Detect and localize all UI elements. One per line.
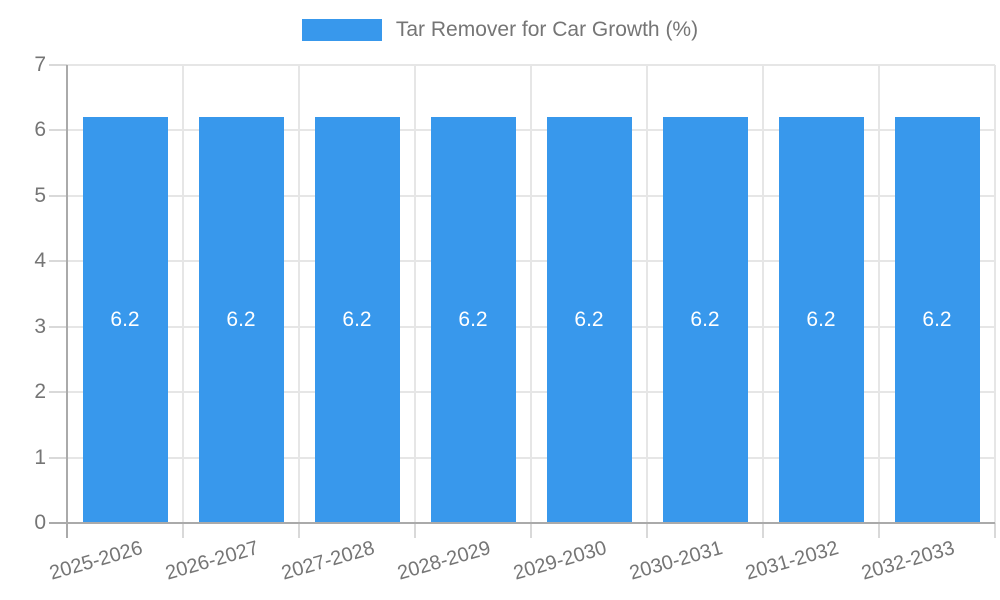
gridline-vertical [298,65,300,523]
bar-value-label: 6.2 [458,307,488,331]
y-tick-mark [49,129,67,132]
y-tick-mark [49,325,67,328]
bar-value-label: 6.2 [574,307,604,331]
bar-value-label: 6.2 [806,307,836,331]
y-tick-mark [49,64,67,66]
bar[interactable]: 6.2 [778,117,864,522]
bar[interactable]: 6.2 [430,117,516,522]
y-axis-tick-label: 1 [34,445,46,469]
y-tick-mark [49,456,67,459]
bar[interactable]: 6.2 [82,117,168,522]
bar-value-label: 6.2 [342,307,372,331]
x-tick-mark [530,523,532,538]
bar[interactable]: 6.2 [314,117,400,522]
x-tick-mark [414,523,416,538]
x-tick-mark [762,523,764,538]
y-axis-tick-label: 6 [34,118,46,142]
gridline-vertical [182,65,184,523]
y-tick-mark [49,260,67,263]
x-axis-tick-label: 2027-2028 [279,537,378,585]
y-axis-tick-label: 4 [34,249,46,273]
y-tick-mark [49,391,67,394]
y-axis-tick-label: 5 [34,183,46,207]
gridline-vertical [414,65,416,523]
bar[interactable]: 6.2 [662,117,748,522]
x-axis-tick-label: 2029-2030 [511,537,610,585]
y-axis-tick-label: 7 [34,53,46,76]
bar-value-label: 6.2 [110,307,140,331]
y-axis-tick-label: 2 [34,380,46,404]
x-tick-mark [646,523,648,538]
gridline-vertical [530,65,532,523]
y-axis-line [66,65,68,538]
x-axis-tick-label: 2031-2032 [743,537,842,585]
y-tick-mark [49,194,67,197]
bar-value-label: 6.2 [690,307,720,331]
bar-value-label: 6.2 [922,307,952,331]
gridline-vertical [762,65,764,523]
x-axis-tick-label: 2028-2029 [395,537,494,585]
x-axis-tick-label: 2025-2026 [47,537,146,585]
legend-label: Tar Remover for Car Growth (%) [395,18,699,41]
x-tick-mark [298,523,300,538]
legend[interactable]: Tar Remover for Car Growth (%) [0,18,1000,42]
x-tick-mark [182,523,184,538]
bar[interactable]: 6.2 [198,117,284,522]
x-tick-mark [994,523,996,538]
legend-swatch [301,19,382,41]
bar-value-label: 6.2 [226,307,256,331]
bar[interactable]: 6.2 [894,117,980,522]
gridline-vertical [878,65,880,523]
y-axis-tick-label: 0 [34,511,46,534]
x-tick-mark [878,523,880,538]
gridline-vertical [646,65,648,523]
x-axis-tick-label: 2030-2031 [627,537,726,585]
y-axis-tick-label: 3 [34,314,46,338]
x-axis-tick-label: 2032-2033 [859,537,958,585]
x-axis-line [49,522,995,524]
gridline-vertical [994,65,996,523]
x-axis-tick-label: 2026-2027 [163,537,262,585]
bar[interactable]: 6.2 [546,117,632,522]
